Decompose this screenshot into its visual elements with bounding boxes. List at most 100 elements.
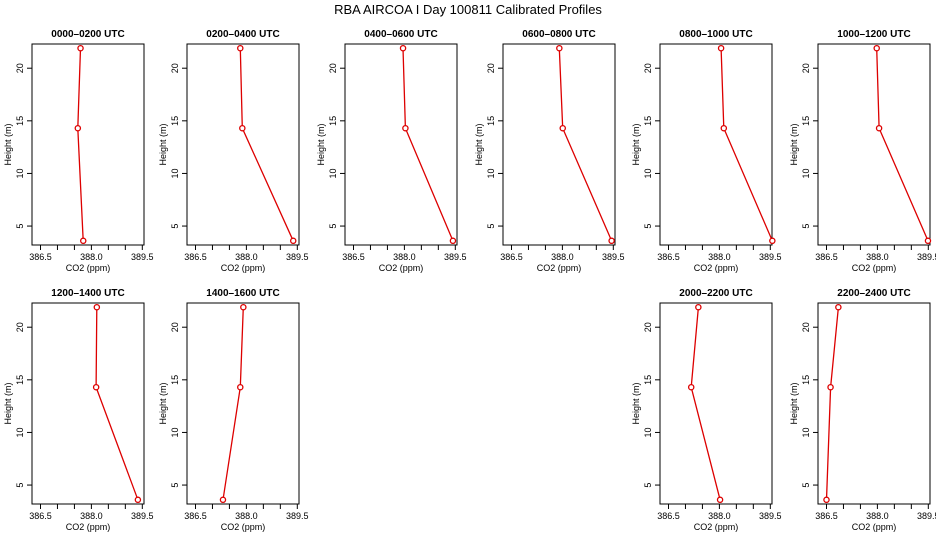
profile-panel: 2200–2400 UTC 386.5 388.0 389.5 5 10 15 20 CO2 (… bbox=[789, 288, 936, 532]
data-point bbox=[716, 496, 724, 504]
y-tick-label: 20 bbox=[643, 322, 653, 332]
data-point bbox=[92, 383, 100, 391]
y-tick-label: 5 bbox=[801, 483, 811, 488]
data-point bbox=[237, 383, 244, 391]
profile-panel: 1000–1200 UTC 386.5 388.0 389.5 5 10 15 20 CO2 (… bbox=[789, 29, 936, 273]
y-tick-label: 5 bbox=[170, 224, 180, 229]
y-tick-label: 20 bbox=[170, 322, 180, 332]
profile-line bbox=[720, 48, 773, 242]
y-tick-label: 10 bbox=[15, 427, 25, 437]
data-point bbox=[449, 237, 457, 245]
profile-panel: 0800–1000 UTC 386.5 388.0 389.5 5 10 15 20 CO2 (… bbox=[631, 29, 782, 273]
x-tick-label: 389.5 bbox=[131, 252, 154, 262]
x-tick-label: 389.5 bbox=[917, 252, 936, 262]
data-point bbox=[695, 303, 702, 311]
x-axis-label: CO2 (ppm) bbox=[379, 263, 424, 273]
y-tick-label: 10 bbox=[801, 427, 811, 437]
y-tick-label: 10 bbox=[15, 168, 25, 178]
panel-title: 1200–1400 UTC bbox=[51, 288, 124, 299]
data-point bbox=[74, 124, 82, 132]
y-tick-label: 15 bbox=[486, 116, 496, 126]
y-tick-label: 5 bbox=[801, 224, 811, 229]
data-point bbox=[835, 303, 842, 311]
x-axis-label: CO2 (ppm) bbox=[537, 263, 582, 273]
y-axis-label: Height (m) bbox=[631, 123, 641, 165]
profile-line bbox=[222, 307, 244, 500]
profile-panel: 0200–0400 UTC 386.5 388.0 389.5 5 10 15 20 CO2 (… bbox=[158, 29, 309, 273]
y-tick-label: 15 bbox=[170, 116, 180, 126]
y-tick-label: 20 bbox=[801, 63, 811, 73]
profile-line bbox=[239, 48, 294, 242]
x-axis-label: CO2 (ppm) bbox=[221, 522, 266, 532]
x-axis-label: CO2 (ppm) bbox=[852, 522, 897, 532]
y-tick-label: 5 bbox=[328, 224, 338, 229]
x-axis-label: CO2 (ppm) bbox=[694, 522, 739, 532]
x-tick-label: 389.5 bbox=[602, 252, 625, 262]
profile-line bbox=[558, 48, 613, 242]
y-tick-label: 5 bbox=[15, 483, 25, 488]
panel-title: 0200–0400 UTC bbox=[206, 29, 279, 40]
y-axis-label: Height (m) bbox=[474, 123, 484, 165]
plot-frame bbox=[817, 302, 931, 505]
data-point bbox=[219, 496, 227, 504]
y-tick-label: 10 bbox=[170, 427, 180, 437]
x-tick-label: 386.5 bbox=[815, 252, 838, 262]
x-tick-label: 386.5 bbox=[29, 511, 52, 521]
y-tick-label: 20 bbox=[643, 63, 653, 73]
data-point bbox=[402, 124, 409, 132]
y-tick-label: 15 bbox=[15, 375, 25, 385]
y-tick-label: 15 bbox=[643, 116, 653, 126]
x-tick-label: 386.5 bbox=[29, 252, 52, 262]
x-tick-label: 388.0 bbox=[866, 511, 889, 521]
data-point bbox=[239, 124, 246, 132]
x-tick-label: 389.5 bbox=[286, 511, 309, 521]
profile-panel: 2000–2200 UTC 386.5 388.0 389.5 5 10 15 20 CO2 (… bbox=[631, 288, 782, 532]
x-tick-label: 388.0 bbox=[393, 252, 416, 262]
data-point bbox=[399, 44, 407, 52]
y-tick-label: 15 bbox=[15, 116, 25, 126]
x-tick-label: 389.5 bbox=[917, 511, 936, 521]
x-tick-label: 386.5 bbox=[184, 511, 207, 521]
panel-title: 0000–0200 UTC bbox=[51, 29, 124, 40]
y-tick-label: 10 bbox=[801, 168, 811, 178]
y-axis-label: Height (m) bbox=[789, 382, 799, 424]
x-tick-label: 386.5 bbox=[657, 252, 680, 262]
plot-frame bbox=[31, 43, 145, 246]
y-tick-label: 10 bbox=[643, 168, 653, 178]
profile-panel: 0600–0800 UTC 386.5 388.0 389.5 5 10 15 20 CO2 (… bbox=[474, 29, 625, 273]
y-axis-label: Height (m) bbox=[3, 382, 13, 424]
panel-title: 0400–0600 UTC bbox=[364, 29, 437, 40]
data-point bbox=[873, 44, 880, 52]
y-tick-label: 20 bbox=[15, 63, 25, 73]
profile-line bbox=[876, 48, 929, 242]
plot-frame bbox=[502, 43, 616, 246]
x-axis-label: CO2 (ppm) bbox=[694, 263, 739, 273]
profile-line bbox=[690, 307, 721, 500]
y-tick-label: 20 bbox=[328, 63, 338, 73]
data-point bbox=[827, 383, 834, 391]
panel-title: 1400–1600 UTC bbox=[206, 288, 279, 299]
y-axis-label: Height (m) bbox=[158, 382, 168, 424]
data-point bbox=[608, 237, 615, 245]
profile-line bbox=[825, 307, 840, 500]
y-tick-label: 20 bbox=[486, 63, 496, 73]
plot-frame bbox=[31, 302, 145, 505]
profile-panel: 1400–1600 UTC 386.5 388.0 389.5 5 10 15 20 CO2 (… bbox=[158, 288, 309, 532]
x-tick-label: 389.5 bbox=[286, 252, 309, 262]
x-axis-label: CO2 (ppm) bbox=[221, 263, 266, 273]
x-tick-label: 389.5 bbox=[131, 511, 154, 521]
plot-frame bbox=[817, 43, 931, 246]
y-axis-label: Height (m) bbox=[158, 123, 168, 165]
x-tick-label: 388.0 bbox=[708, 252, 731, 262]
data-point bbox=[134, 496, 142, 504]
panel-title: 0800–1000 UTC bbox=[679, 29, 752, 40]
panel-title: 2200–2400 UTC bbox=[837, 288, 910, 299]
y-axis-label: Height (m) bbox=[316, 123, 326, 165]
y-tick-label: 20 bbox=[170, 63, 180, 73]
profile-panel: 0400–0600 UTC 386.5 388.0 389.5 5 10 15 20 CO2 (… bbox=[316, 29, 467, 273]
x-tick-label: 389.5 bbox=[759, 511, 782, 521]
data-point bbox=[237, 44, 244, 52]
plot-frame bbox=[659, 302, 773, 505]
data-point bbox=[687, 383, 695, 391]
